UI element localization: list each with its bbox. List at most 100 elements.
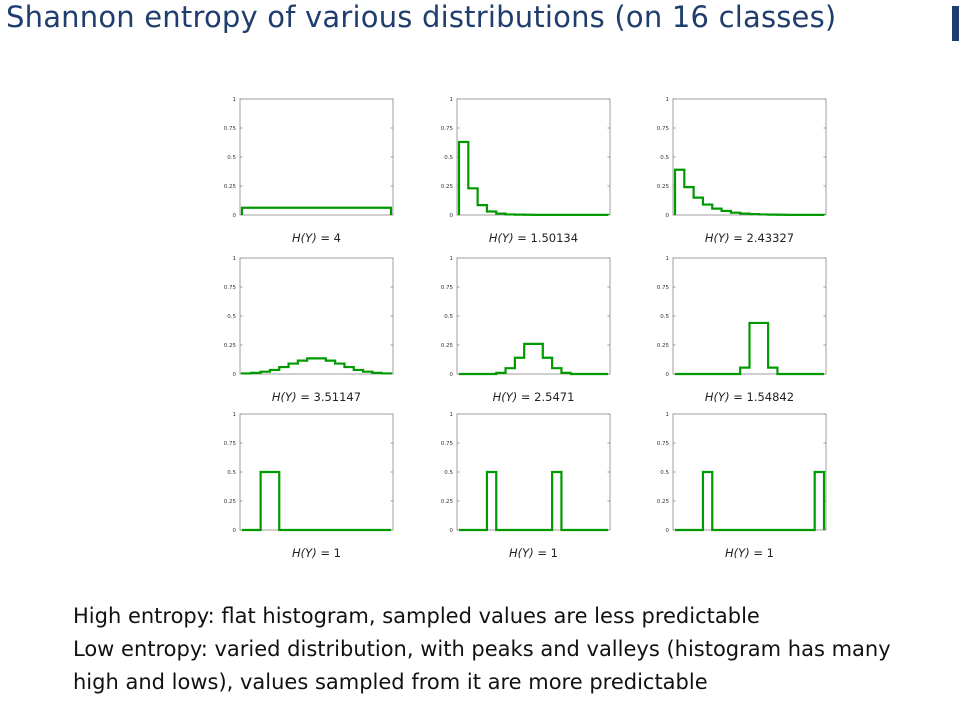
- histogram-bar: [261, 472, 270, 530]
- caption-line-3: high and lows), values sampled from it a…: [73, 670, 708, 694]
- panel-frame: [672, 413, 827, 531]
- y-tick-label: 0: [666, 528, 670, 534]
- panel-frame: [456, 98, 611, 216]
- y-tick-label: 0.75: [657, 441, 670, 447]
- y-tick-label: 0.25: [224, 343, 237, 349]
- entropy-label: H(Y) = 4: [292, 231, 341, 245]
- y-tick-label: 1: [666, 256, 670, 262]
- y-tick-label: 1: [450, 412, 454, 418]
- y-tick-label: 0: [666, 372, 670, 378]
- entropy-label: H(Y) = 2.5471: [493, 390, 575, 404]
- y-tick-label: 1: [666, 97, 670, 103]
- histogram-bar: [468, 188, 477, 215]
- histogram-bar: [703, 205, 712, 215]
- entropy-label-value: = 1: [317, 546, 341, 560]
- histogram-bar: [298, 361, 307, 374]
- histogram-bar: [242, 208, 251, 215]
- histogram-panel-5: 0 0.25 0.5 0.75 1 H(Y) = 2.5471: [441, 256, 611, 404]
- histogram-panel-1: 0 0.25 0.5 0.75 1 H(Y) = 4: [224, 97, 394, 245]
- y-tick-label: 0.5: [227, 314, 236, 320]
- y-tick-label: 0: [450, 528, 454, 534]
- histogram-bar: [270, 208, 279, 215]
- histogram-bar: [534, 344, 543, 374]
- histogram-bar: [344, 367, 353, 374]
- y-tick-label: 1: [233, 97, 237, 103]
- histogram-bar: [552, 472, 561, 530]
- histogram-panel-2: 0 0.25 0.5 0.75 1 H(Y) = 1.50134: [441, 97, 611, 245]
- y-tick-label: 0.25: [441, 499, 454, 505]
- histogram-bar: [298, 208, 307, 215]
- histogram-bar: [344, 208, 353, 215]
- histogram-bar: [515, 358, 524, 374]
- histogram-bar: [750, 214, 759, 215]
- histogram-bar: [524, 344, 533, 374]
- histogram-bar: [382, 208, 391, 215]
- entropy-label-prefix: H(Y): [725, 546, 750, 560]
- slide-title: Shannon entropy of various distributions…: [6, 0, 837, 34]
- histogram-bar: [363, 372, 372, 374]
- y-tick-label: 1: [666, 412, 670, 418]
- y-tick-label: 0.75: [224, 126, 237, 132]
- entropy-label-value: = 4: [317, 231, 341, 245]
- histogram-bar: [335, 364, 344, 374]
- y-tick-label: 0.25: [224, 499, 237, 505]
- entropy-label-prefix: H(Y): [493, 390, 518, 404]
- y-tick-label: 0.75: [657, 285, 670, 291]
- y-tick-label: 0.5: [444, 314, 453, 320]
- histogram-bar: [759, 214, 768, 215]
- histogram-bar: [487, 472, 496, 530]
- y-tick-label: 1: [450, 97, 454, 103]
- entropy-label-prefix: H(Y): [292, 231, 317, 245]
- histogram-bar: [506, 368, 515, 374]
- histogram-bar: [326, 208, 335, 215]
- histogram-bar: [496, 214, 505, 215]
- histogram-panel-7: 0 0.25 0.5 0.75 1 H(Y) = 1: [224, 412, 394, 560]
- histogram-bar: [731, 213, 740, 215]
- histogram-bar: [307, 358, 316, 374]
- y-tick-label: 0.5: [227, 155, 236, 161]
- y-tick-label: 0.75: [657, 126, 670, 132]
- histogram-bar: [768, 368, 777, 374]
- entropy-label-value: = 1.54842: [730, 390, 795, 404]
- y-tick-label: 0.75: [441, 126, 454, 132]
- histogram-outline: [240, 206, 393, 215]
- histogram-bar: [317, 358, 326, 374]
- y-tick-label: 0.75: [441, 441, 454, 447]
- y-tick-label: 0.25: [441, 343, 454, 349]
- histogram-bar: [317, 208, 326, 215]
- histogram-bar: [335, 208, 344, 215]
- caption-line-1: High entropy: flat histogram, sampled va…: [73, 604, 760, 628]
- histogram-bar: [261, 372, 270, 374]
- histogram-bar: [561, 373, 570, 374]
- histogram-bar: [270, 370, 279, 374]
- y-tick-label: 0: [233, 528, 237, 534]
- caption: High entropy: flat histogram, sampled va…: [73, 600, 891, 699]
- y-tick-label: 0.75: [224, 441, 237, 447]
- title-accent-bar: [952, 6, 959, 41]
- entropy-label: H(Y) = 1.50134: [489, 231, 578, 245]
- entropy-label-value: = 2.5471: [517, 390, 574, 404]
- histogram-bar: [279, 367, 288, 374]
- histogram-bar: [279, 208, 288, 215]
- histogram-bar: [251, 208, 260, 215]
- histogram-bar: [543, 358, 552, 374]
- y-tick-label: 0: [233, 213, 237, 219]
- entropy-label-value: = 2.43327: [730, 231, 795, 245]
- histogram-outline: [242, 470, 391, 532]
- y-tick-label: 0: [450, 372, 454, 378]
- entropy-label: H(Y) = 2.43327: [705, 231, 794, 245]
- histogram-bar: [459, 142, 468, 215]
- entropy-label-prefix: H(Y): [272, 390, 297, 404]
- entropy-label: H(Y) = 1.54842: [705, 390, 794, 404]
- entropy-label: H(Y) = 1: [509, 546, 558, 560]
- histogram-bar: [354, 208, 363, 215]
- histogram-bar: [261, 208, 270, 215]
- entropy-label-prefix: H(Y): [292, 546, 317, 560]
- y-tick-label: 0.25: [224, 184, 237, 190]
- histogram-bar: [289, 364, 298, 374]
- histogram-bar: [307, 208, 316, 215]
- panel-frame: [239, 257, 394, 375]
- histogram-bar: [382, 373, 391, 374]
- entropy-label-prefix: H(Y): [509, 546, 534, 560]
- histogram-bar: [496, 373, 505, 374]
